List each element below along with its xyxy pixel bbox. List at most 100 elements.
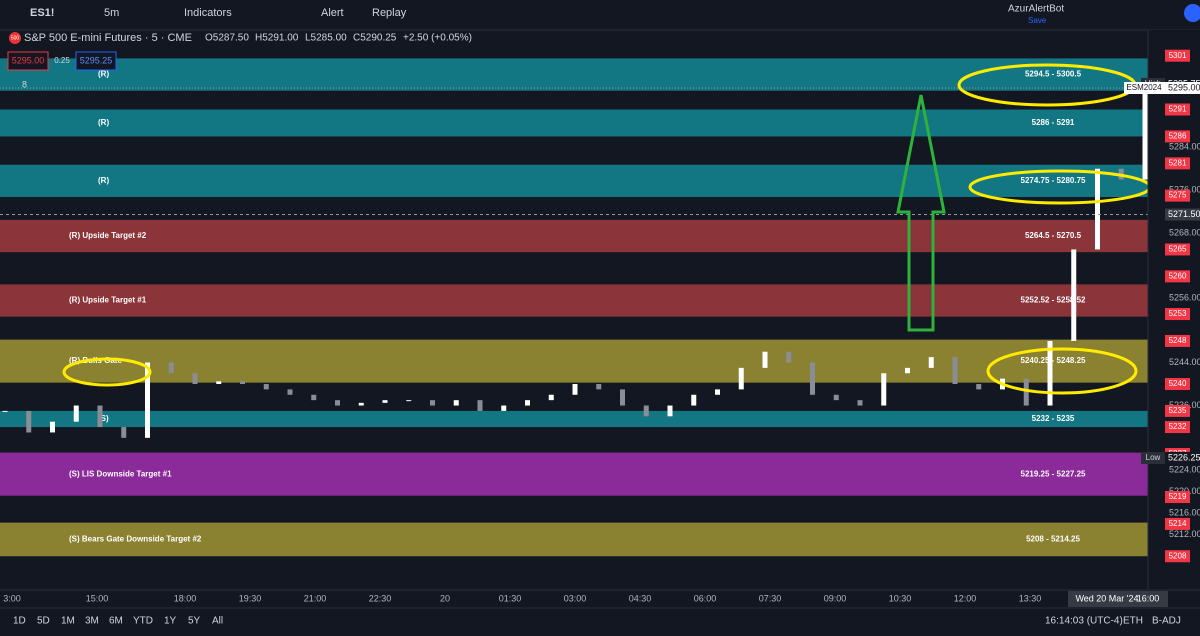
low-tag — [1141, 452, 1165, 465]
price-tick-label: 5268.00 — [1169, 228, 1200, 238]
sell-price: 5295.00 — [12, 55, 45, 65]
range-button[interactable]: 5Y — [188, 616, 201, 627]
time-label: 19:30 — [239, 593, 262, 603]
candle — [453, 400, 459, 406]
level-badge — [1165, 378, 1190, 391]
price-axis-labels: 5284.00 5276.00 5268.00 5256.00 5244.00 5236.… — [1124, 49, 1200, 563]
zone-range: 5219.25 - 5227.25 — [1021, 469, 1086, 478]
candle — [263, 384, 269, 390]
zone-range: 5208 - 5214.25 — [1026, 535, 1080, 544]
level-label: 5260 — [1169, 271, 1187, 280]
price-tick-label: 5236.00 — [1169, 400, 1200, 410]
level-badge — [1165, 308, 1190, 321]
zone-range: 5240.25 - 5248.25 — [1021, 356, 1086, 365]
range-button[interactable]: YTD — [133, 616, 153, 627]
level-badge — [1165, 491, 1190, 504]
price-tick-label: 5220.00 — [1169, 486, 1200, 496]
alert-button[interactable]: Alert — [321, 7, 344, 19]
legend-title: S&P 500 E-mini Futures · 5 · CME — [24, 32, 192, 44]
zone — [0, 452, 1148, 496]
range-button[interactable]: 3M — [85, 616, 99, 627]
candle — [26, 410, 32, 433]
candle — [833, 394, 839, 401]
candle — [216, 381, 222, 385]
bottom-bar: 1D 5D 1M 3M 6M YTD 1Y 5Y All — [13, 616, 223, 627]
symbol[interactable]: ES1! — [30, 7, 54, 19]
level-label: 5232 — [1169, 422, 1187, 431]
zone-label: (R) Upside Target #1 — [69, 296, 147, 305]
crosshair-badge — [1165, 208, 1200, 221]
level-badge — [1165, 130, 1190, 143]
candle — [121, 427, 127, 438]
contract-label: ESM2024 — [1126, 83, 1162, 92]
candle — [382, 400, 388, 403]
zone-label: (R) — [98, 176, 109, 185]
ohlc-open: O5287.50 — [205, 33, 249, 44]
range-button[interactable]: 5D — [37, 616, 50, 627]
candle — [335, 400, 340, 406]
candle — [928, 357, 934, 368]
time-label: 21:00 — [304, 593, 327, 603]
candle — [620, 389, 625, 406]
replay-button[interactable]: Replay — [372, 7, 407, 19]
toolbar — [0, 0, 1200, 30]
level-label: 5286 — [1169, 132, 1187, 141]
time-axis-labels: 3:00 15:00 18:00 19:30 21:00 22:30 20 01:30 03:0… — [3, 591, 1168, 607]
time-label: 20 — [440, 593, 450, 603]
zone-range: 5274.75 - 5280.75 — [1021, 176, 1086, 185]
zone-label: (S) Bears Gate Downside Target #2 — [69, 535, 202, 544]
save[interactable]: Save — [1028, 16, 1047, 25]
level-badge — [1165, 189, 1190, 202]
interval[interactable]: 5m — [104, 7, 119, 19]
candle — [168, 362, 174, 374]
level-badge — [1165, 49, 1190, 62]
zone-label: (R) — [98, 70, 109, 79]
candle — [430, 400, 435, 406]
level-label: 5214 — [1169, 519, 1187, 528]
buy-button[interactable] — [75, 51, 117, 71]
range-button[interactable]: All — [212, 616, 223, 627]
candle — [145, 362, 150, 438]
price-tick-label: 5212.00 — [1169, 529, 1200, 539]
level-label: 5275 — [1169, 191, 1187, 200]
time-label: 07:30 — [759, 593, 782, 603]
level-badge — [1165, 103, 1190, 116]
range-button[interactable]: 1M — [61, 616, 75, 627]
time-label: 13:30 — [1019, 593, 1042, 603]
profile[interactable] — [1184, 4, 1200, 22]
level-badge — [1165, 517, 1190, 530]
annotations — [62, 63, 1152, 395]
level-label: 5265 — [1169, 245, 1187, 254]
adjust[interactable]: B-ADJ — [1152, 616, 1181, 627]
account[interactable]: AzurAlertBot — [1008, 4, 1064, 15]
time-label: 06:00 — [694, 593, 717, 603]
time-label: 16:00 — [1137, 593, 1160, 603]
candle — [97, 405, 103, 428]
candle — [2, 410, 8, 412]
range-button[interactable]: 6M — [109, 616, 123, 627]
time-axis — [0, 590, 1200, 608]
time-label: 18:00 — [174, 593, 197, 603]
indicator-count[interactable]: 8 — [22, 79, 27, 89]
candle — [1142, 88, 1148, 180]
range-button[interactable]: 1Y — [164, 616, 177, 627]
level-badge — [1165, 157, 1190, 170]
time-label: 10:30 — [889, 593, 912, 603]
zone-range: 5252.52 - 5258.52 — [1021, 296, 1086, 305]
zone — [0, 522, 1148, 557]
level-badge — [1165, 404, 1190, 417]
low-tag-text: Low — [1146, 453, 1161, 462]
candle — [643, 405, 649, 417]
range-button[interactable]: 1D — [13, 616, 26, 627]
indicators-button[interactable]: Indicators — [184, 7, 232, 19]
candle — [548, 394, 554, 401]
candle — [905, 367, 910, 374]
candle — [667, 405, 673, 417]
candle — [596, 384, 602, 390]
session[interactable]: ETH — [1123, 616, 1143, 627]
sell-button[interactable] — [7, 51, 49, 71]
zone — [0, 339, 1148, 383]
time-badge — [1068, 591, 1168, 607]
candle — [857, 400, 863, 406]
price-tick-label: 5244.00 — [1169, 357, 1200, 367]
